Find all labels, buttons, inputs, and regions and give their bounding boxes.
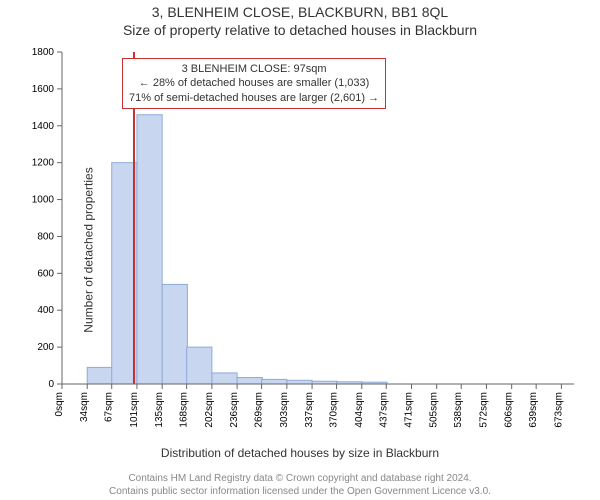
x-tick-label: 67sqm <box>104 392 115 422</box>
histogram-bar <box>262 379 287 384</box>
histogram-bar <box>87 367 112 384</box>
title-block: 3, BLENHEIM CLOSE, BLACKBURN, BB1 8QL Si… <box>0 4 600 38</box>
x-tick-label: 572sqm <box>478 392 489 428</box>
x-tick-label: 101sqm <box>129 392 140 428</box>
x-tick-label: 269sqm <box>254 392 265 428</box>
x-tick-label: 135sqm <box>154 392 165 428</box>
y-tick-label: 1600 <box>32 84 55 95</box>
x-tick-label: 505sqm <box>429 392 440 428</box>
x-tick-label: 471sqm <box>403 392 414 428</box>
y-tick-label: 1200 <box>32 158 55 169</box>
x-tick-label: 337sqm <box>304 392 315 428</box>
x-tick-label: 202sqm <box>204 392 215 428</box>
x-axis-label: Distribution of detached houses by size … <box>0 446 600 460</box>
marker-callout: 3 BLENHEIM CLOSE: 97sqm ← 28% of detache… <box>122 58 386 109</box>
histogram-bar <box>212 373 237 384</box>
x-tick-label: 673sqm <box>553 392 564 428</box>
y-tick-label: 1400 <box>32 121 55 132</box>
x-tick-label: 437sqm <box>378 392 389 428</box>
histogram-bar <box>187 347 212 384</box>
x-tick-label: 236sqm <box>229 392 240 428</box>
x-tick-label: 606sqm <box>504 392 515 428</box>
y-tick-label: 400 <box>37 305 54 316</box>
plot-area: 0200400600800100012001400160018000sqm34s… <box>62 52 574 384</box>
callout-line-2: ← 28% of detached houses are smaller (1,… <box>129 76 379 90</box>
x-tick-label: 34sqm <box>79 392 90 422</box>
footer-line-2: Contains public sector information licen… <box>0 486 600 499</box>
histogram-bar <box>237 378 262 384</box>
histogram-bar <box>137 115 162 384</box>
chart-container: 3, BLENHEIM CLOSE, BLACKBURN, BB1 8QL Si… <box>0 0 600 500</box>
y-tick-label: 600 <box>37 268 54 279</box>
y-tick-label: 1800 <box>32 47 55 58</box>
histogram-bar <box>287 380 312 384</box>
x-tick-label: 538sqm <box>453 392 464 428</box>
x-tick-label: 168sqm <box>179 392 190 428</box>
title-line-2: Size of property relative to detached ho… <box>0 22 600 38</box>
x-tick-label: 370sqm <box>329 392 340 428</box>
callout-line-3: 71% of semi-detached houses are larger (… <box>129 91 379 105</box>
title-line-1: 3, BLENHEIM CLOSE, BLACKBURN, BB1 8QL <box>0 4 600 20</box>
y-tick-label: 0 <box>48 379 54 390</box>
y-tick-label: 200 <box>37 342 54 353</box>
y-tick-label: 1000 <box>32 195 55 206</box>
y-tick-label: 800 <box>37 231 54 242</box>
x-tick-label: 639sqm <box>528 392 539 428</box>
x-tick-label: 0sqm <box>54 392 65 416</box>
footer-line-1: Contains HM Land Registry data © Crown c… <box>0 473 600 486</box>
callout-line-1: 3 BLENHEIM CLOSE: 97sqm <box>129 62 379 76</box>
footer-attribution: Contains HM Land Registry data © Crown c… <box>0 473 600 498</box>
histogram-bar <box>162 284 187 384</box>
x-tick-label: 404sqm <box>354 392 365 428</box>
x-tick-label: 303sqm <box>279 392 290 428</box>
